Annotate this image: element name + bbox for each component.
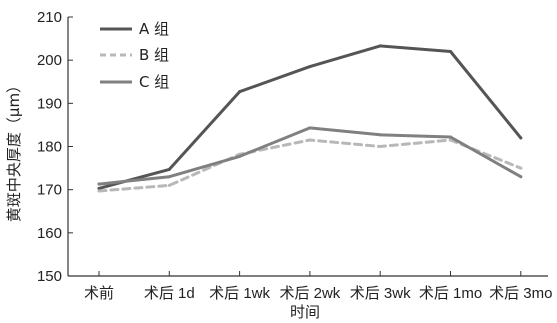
series-lines bbox=[97, 44, 523, 193]
data-point bbox=[97, 182, 101, 186]
x-axis-title: 时间 bbox=[290, 303, 320, 321]
x-tick-label: 术后 1wk bbox=[209, 285, 270, 302]
y-tick-label: 190 bbox=[37, 95, 62, 112]
data-point bbox=[378, 133, 382, 137]
data-point bbox=[308, 138, 312, 142]
y-tick-label: 150 bbox=[37, 268, 62, 285]
x-tick-label: 术后 3wk bbox=[350, 285, 411, 302]
x-tick-label: 术后 2wk bbox=[279, 285, 340, 302]
data-point bbox=[167, 167, 171, 171]
x-tick-label: 术前 bbox=[84, 285, 114, 302]
data-point bbox=[238, 154, 242, 158]
data-point bbox=[308, 126, 312, 130]
axes: 150 160 170 180 190 200 210 术前 术后 1d 术后 1wk 术后 2wk… bbox=[37, 9, 553, 302]
data-point bbox=[167, 183, 171, 187]
series-line-2 bbox=[97, 138, 523, 193]
data-point bbox=[449, 138, 452, 142]
data-point bbox=[449, 135, 452, 139]
legend: A 组 B 组 C 组 bbox=[100, 20, 169, 91]
legend-label: B 组 bbox=[139, 46, 169, 64]
data-point bbox=[519, 166, 523, 170]
data-point bbox=[97, 186, 101, 190]
data-point bbox=[308, 65, 312, 69]
x-tick-label: 术后 1d bbox=[144, 285, 195, 302]
y-tick-label: 160 bbox=[37, 225, 62, 242]
y-axis-title: 黄斑中央厚度（μm） bbox=[5, 78, 23, 222]
x-tick-label: 术后 1mo bbox=[419, 285, 482, 302]
data-point bbox=[378, 145, 382, 148]
data-point bbox=[97, 189, 101, 193]
series-line-3 bbox=[97, 126, 523, 186]
y-tick-label: 210 bbox=[37, 9, 62, 26]
y-tick-label: 180 bbox=[37, 139, 62, 156]
legend-label: C 组 bbox=[139, 73, 169, 91]
data-point bbox=[519, 136, 523, 140]
data-point bbox=[519, 175, 523, 179]
data-point bbox=[238, 90, 242, 94]
legend-label: A 组 bbox=[139, 20, 169, 38]
y-tick-label: 200 bbox=[37, 52, 62, 69]
y-tick-label: 170 bbox=[37, 182, 62, 199]
data-point bbox=[167, 175, 171, 179]
data-point bbox=[449, 50, 452, 54]
x-tick-label: 术后 3mo bbox=[489, 285, 552, 302]
data-point bbox=[378, 44, 382, 48]
